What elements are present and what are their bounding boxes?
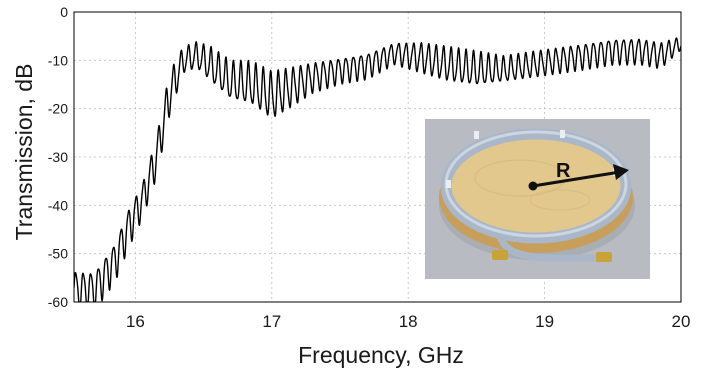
x-axis-label: Frequency, GHz <box>298 342 464 368</box>
inset-photo: R <box>425 119 650 279</box>
y-tick-label: -20 <box>48 101 68 117</box>
connector-left <box>492 250 508 260</box>
y-tick-label: -60 <box>48 294 68 310</box>
chart-ticks: 16 17 18 19 20 0 -10 -20 -30 -40 -50 -60 <box>48 4 691 331</box>
radius-label: R <box>556 160 571 182</box>
y-axis-label: Transmission, dB <box>11 64 37 241</box>
connector-right <box>596 252 612 262</box>
radius-arrow <box>532 170 621 188</box>
y-tick-label: 0 <box>60 4 68 20</box>
chart-line-layer <box>74 37 681 302</box>
cable-lead <box>496 234 600 262</box>
wood-grain <box>474 159 566 197</box>
y-tick-label: -10 <box>48 52 68 68</box>
cable-clip <box>560 130 565 138</box>
y-tick-label: -30 <box>48 149 68 165</box>
cable-clip <box>474 131 479 139</box>
wood-grain <box>529 189 591 211</box>
y-tick-label: -50 <box>48 246 68 262</box>
x-tick-label: 17 <box>262 312 281 331</box>
x-tick-label: 19 <box>535 312 554 331</box>
x-tick-label: 18 <box>399 312 418 331</box>
transmission-line <box>74 37 681 302</box>
cable-clip <box>446 180 451 188</box>
x-tick-label: 16 <box>126 312 145 331</box>
y-tick-label: -40 <box>48 197 68 213</box>
plot-frame <box>73 11 682 303</box>
x-tick-label: 20 <box>672 312 691 331</box>
radius-arrowhead <box>613 164 629 180</box>
